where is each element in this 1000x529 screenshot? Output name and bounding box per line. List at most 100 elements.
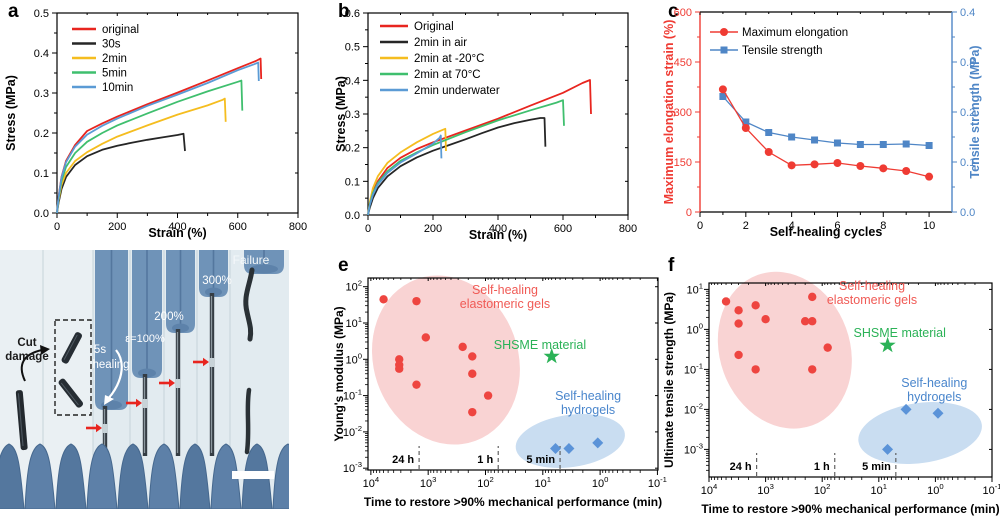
svg-text:200: 200 [424, 223, 442, 235]
svg-text:Strain (%): Strain (%) [148, 226, 206, 240]
region-ellipse [717, 271, 852, 429]
svg-text:100: 100 [592, 475, 609, 490]
label-strain-100: ε=100% [125, 333, 165, 345]
region-ellipse [858, 402, 982, 464]
data-point [734, 350, 743, 360]
svg-text:Self-healing: Self-healing [555, 389, 621, 403]
svg-text:101: 101 [686, 281, 703, 296]
panel-label-f: f [668, 255, 675, 276]
svg-text:0.2: 0.2 [345, 143, 360, 155]
svg-text:100: 100 [345, 351, 362, 366]
data-point [721, 297, 731, 306]
svg-text:Maximum elongation: Maximum elongation [742, 27, 848, 39]
svg-text:original: original [102, 24, 139, 36]
svg-text:103: 103 [757, 482, 774, 497]
svg-text:0.3: 0.3 [345, 109, 360, 121]
svg-text:Maximum elongation strain (%): Maximum elongation strain (%) [662, 20, 676, 205]
svg-text:102: 102 [477, 475, 494, 490]
healed-strips [102, 293, 215, 456]
svg-text:Self-healing: Self-healing [901, 376, 967, 390]
svg-text:6: 6 [834, 220, 840, 232]
series-2min [56, 97, 227, 214]
svg-text:10-1: 10-1 [982, 482, 1000, 497]
svg-text:Self-healing: Self-healing [472, 283, 538, 297]
panel-a: a 0 200 400 600 800 0.0 0.1 0.2 0.3 0.4 0.5 origina… [0, 0, 330, 250]
svg-text:Strain (%): Strain (%) [469, 228, 527, 242]
chart-f: 104 103 102 101 100 10-1 101 100 10-1 10-2 10-3 24 … [662, 271, 1000, 516]
svg-text:0.4: 0.4 [34, 48, 49, 60]
svg-text:2min underwater: 2min underwater [414, 85, 500, 97]
plot-frame [367, 12, 629, 216]
svg-text:2min at 70°C: 2min at 70°C [414, 69, 481, 81]
svg-text:hydrogels: hydrogels [907, 390, 961, 404]
svg-text:Ultimate tensile strength (MPa: Ultimate tensile strength (MPa) [662, 292, 676, 468]
series-2min underwater [367, 134, 443, 216]
svg-text:5 min: 5 min [526, 454, 555, 466]
svg-text:0.6: 0.6 [345, 8, 360, 20]
data-point [751, 365, 760, 374]
star-marker [543, 347, 560, 364]
svg-text:Stress (MPa): Stress (MPa) [4, 75, 18, 151]
series-10min [56, 61, 260, 214]
label-cut-damage-line2: damage [5, 351, 48, 363]
label-failure: Failure [233, 253, 270, 267]
svg-text:0: 0 [686, 207, 692, 219]
data-point [761, 314, 770, 324]
region-ellipse [515, 413, 625, 468]
svg-text:10-3: 10-3 [343, 460, 362, 475]
svg-text:2: 2 [743, 220, 749, 232]
region-ellipse [371, 275, 520, 445]
svg-text:24 h: 24 h [730, 461, 752, 473]
label-cut-damage-line1: Cut [17, 337, 36, 349]
svg-text:2min at -20°C: 2min at -20°C [414, 53, 484, 65]
svg-text:600: 600 [229, 221, 247, 233]
series-30s [56, 132, 186, 214]
svg-text:800: 800 [619, 223, 637, 235]
svg-text:0.1: 0.1 [345, 176, 360, 188]
svg-text:100: 100 [686, 321, 703, 336]
label-strain-300: 300% [202, 275, 231, 287]
svg-text:2min: 2min [102, 53, 127, 65]
svg-text:10min: 10min [102, 82, 133, 94]
svg-text:0.3: 0.3 [960, 57, 975, 69]
svg-text:10-1: 10-1 [684, 361, 703, 376]
plot-frame [708, 282, 993, 478]
failure-pieces [243, 267, 255, 455]
photo-healing-demo: Cut damage 5s healing ε=100% 200% 300% F… [0, 250, 289, 509]
star-marker [879, 336, 896, 353]
svg-text:0.5: 0.5 [345, 42, 360, 54]
svg-text:5min: 5min [102, 68, 127, 80]
svg-text:102: 102 [814, 482, 831, 497]
data-point [468, 369, 477, 378]
data-point [808, 292, 817, 302]
svg-text:Time to restore >90% mechanica: Time to restore >90% mechanical performa… [701, 502, 999, 516]
data-point [734, 306, 743, 315]
svg-text:elastomeric gels: elastomeric gels [827, 293, 917, 307]
data-point [468, 352, 477, 361]
series-2min at -20°C [367, 127, 447, 216]
panel-label-c: c [668, 1, 679, 22]
data-point [483, 391, 493, 400]
svg-text:1 h: 1 h [814, 461, 830, 473]
cut-damage-arrow [20, 345, 50, 382]
svg-text:101: 101 [535, 475, 552, 490]
svg-text:104: 104 [363, 475, 380, 490]
data-point [421, 333, 431, 342]
svg-text:elastomeric gels: elastomeric gels [460, 297, 550, 311]
series-5min [56, 79, 244, 214]
original-sample-strip [15, 390, 28, 451]
data-point [800, 317, 810, 326]
svg-text:24 h: 24 h [392, 454, 414, 466]
svg-text:10: 10 [923, 220, 935, 232]
series-2min in air [367, 117, 547, 216]
svg-text:0.1: 0.1 [960, 157, 975, 169]
svg-text:30s: 30s [102, 39, 121, 51]
data-point [823, 343, 832, 352]
data-point [379, 295, 388, 304]
healing-arrow [104, 349, 123, 405]
svg-text:10-2: 10-2 [684, 401, 703, 416]
data-point [395, 364, 404, 373]
svg-text:100: 100 [927, 482, 944, 497]
svg-text:0.0: 0.0 [34, 208, 49, 220]
data-point [412, 380, 421, 389]
